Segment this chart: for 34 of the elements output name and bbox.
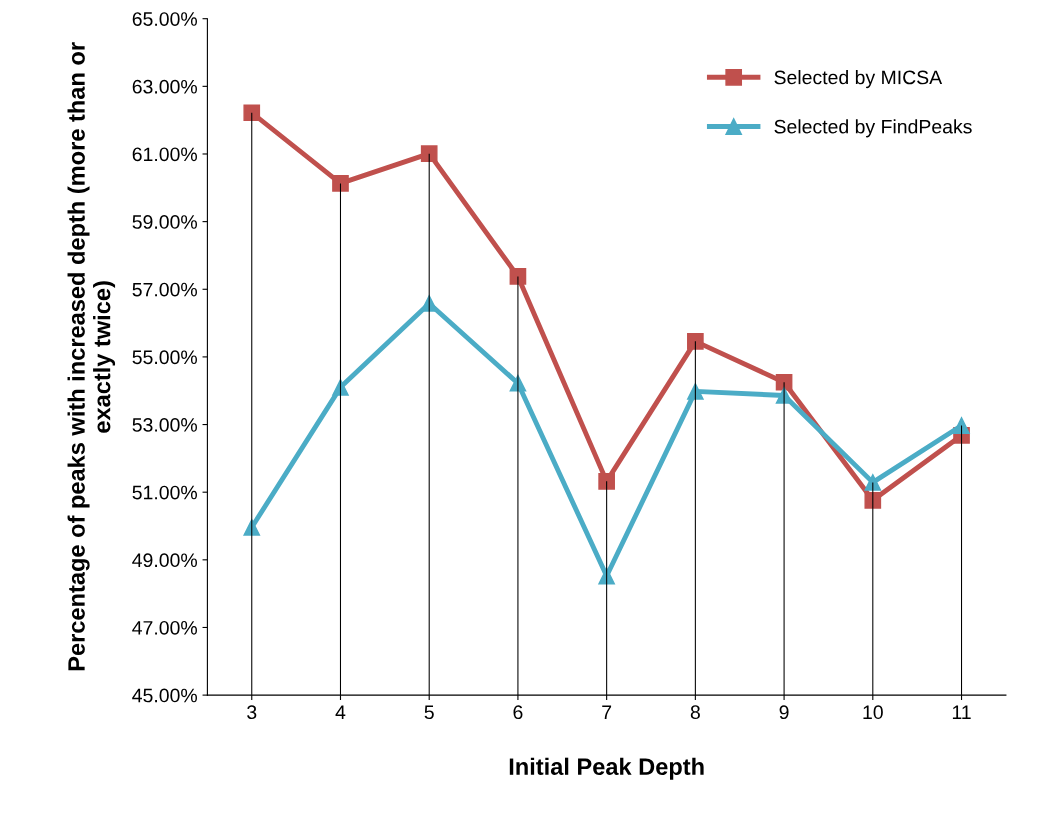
y-tick-label: 53.00% (132, 418, 197, 432)
y-tick-label: 49.00% (132, 553, 197, 568)
x-tick-label: 5 (424, 705, 434, 720)
y-tick-label: 59.00% (132, 215, 197, 229)
x-tick-label: 9 (779, 705, 789, 720)
y-axis-title: Percentage of peaks with increased depth (more than or exactly twice) (67, 42, 116, 671)
point (687, 333, 704, 350)
x-tick-label: 10 (863, 705, 883, 720)
y-tick-label: 63.00% (132, 79, 197, 94)
point (243, 104, 261, 122)
x-axis-title: Initial Peak Depth (509, 757, 704, 780)
point (953, 417, 970, 434)
point (420, 145, 438, 162)
y-tick-label: 55.00% (132, 350, 197, 365)
x-tick-label: 3 (247, 705, 257, 720)
y-tick-label: 47.00% (132, 620, 197, 635)
x-tick-label: 8 (690, 705, 700, 720)
y-tick-label: 45.00% (132, 688, 197, 703)
point (598, 473, 615, 490)
point (775, 373, 793, 391)
point (864, 491, 882, 509)
x-tick-label: 6 (513, 705, 523, 720)
point (864, 474, 882, 491)
point (332, 175, 349, 192)
y-tick-label: 57.00% (132, 282, 197, 297)
legend-label: Selected by MICSA (774, 70, 943, 89)
y-tick-label: 61.00% (132, 147, 197, 162)
y-tick-label: 51.00% (132, 485, 197, 500)
x-tick-label: 11 (952, 705, 971, 719)
legend-label: Selected by FindPeaks (774, 119, 972, 138)
y-tick-label: 65.00% (132, 12, 197, 26)
point (509, 268, 527, 285)
x-tick-label: 7 (602, 705, 612, 719)
x-tick-label: 4 (335, 705, 346, 719)
